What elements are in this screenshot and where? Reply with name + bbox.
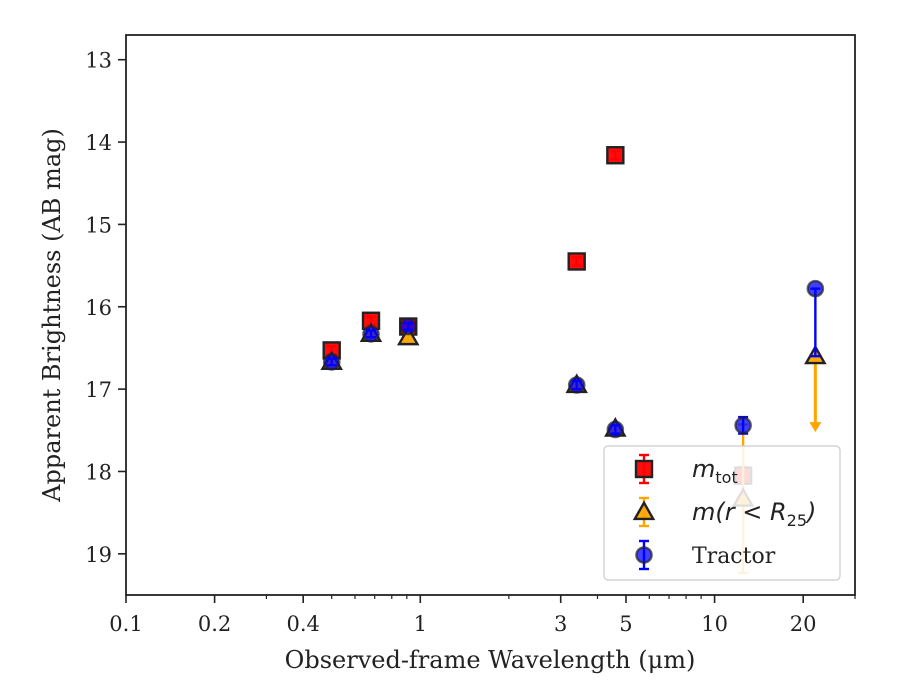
upper-limit-arrow: [809, 422, 822, 433]
y-tick-label: 13: [85, 49, 112, 73]
legend-entry: mtot: [634, 453, 738, 487]
x-tick-label: 5: [619, 612, 632, 636]
triangle-point: [396, 325, 420, 346]
circle-point: [322, 353, 341, 371]
circle-point: [567, 376, 586, 394]
circle-point: [734, 416, 752, 435]
series-square: [322, 146, 753, 486]
circle-point: [606, 420, 625, 439]
legend: mtot m(r < R25) Tractor: [603, 445, 841, 581]
y-axis-label: Apparent Brightness (AB mag): [38, 128, 66, 503]
series-circle: [322, 279, 825, 439]
legend-label-sub: tot: [715, 468, 737, 487]
legend-entry: m(r < R25): [632, 496, 816, 530]
circle-point: [806, 279, 825, 298]
x-tick-label: 20: [790, 612, 817, 636]
legend-label: m(r < R25): [692, 498, 816, 530]
y-tick-label: 19: [85, 543, 112, 567]
y-tick-label: 14: [85, 131, 112, 155]
legend-circle-marker: [635, 546, 653, 564]
square-point: [606, 146, 625, 165]
y-tick-label: 17: [85, 378, 112, 402]
x-tick-label: 1: [414, 612, 427, 636]
legend-label-main: m(r < R: [692, 498, 787, 526]
square-point: [567, 252, 586, 271]
circle-point: [399, 317, 418, 336]
legend-label-main: m: [692, 455, 715, 483]
plot-frame: [125, 34, 856, 596]
y-tick-label: 18: [85, 460, 112, 484]
legend-entry: Tractor: [635, 539, 776, 571]
legend-label: mtot: [692, 455, 738, 487]
legend-label-sub: 25: [787, 511, 807, 530]
x-tick-label: 0.1: [109, 612, 142, 636]
x-tick-label: 10: [701, 612, 728, 636]
legend-box: [603, 445, 841, 581]
legend-label-tail: ): [805, 498, 816, 526]
legend-label: Tractor: [692, 544, 776, 569]
legend-triangle-marker: [632, 500, 656, 521]
y-tick-label: 15: [85, 213, 112, 237]
x-tick-label: 0.2: [198, 612, 231, 636]
circle-point: [362, 325, 380, 343]
data-marks: [320, 146, 827, 574]
y-tick-label: 16: [85, 296, 112, 320]
legend-square-marker: [634, 459, 654, 479]
x-tick-label: 0.4: [286, 612, 319, 636]
x-tick-label: 3: [554, 612, 567, 636]
x-axis-label: Observed-frame Wavelength (μm): [285, 646, 696, 674]
